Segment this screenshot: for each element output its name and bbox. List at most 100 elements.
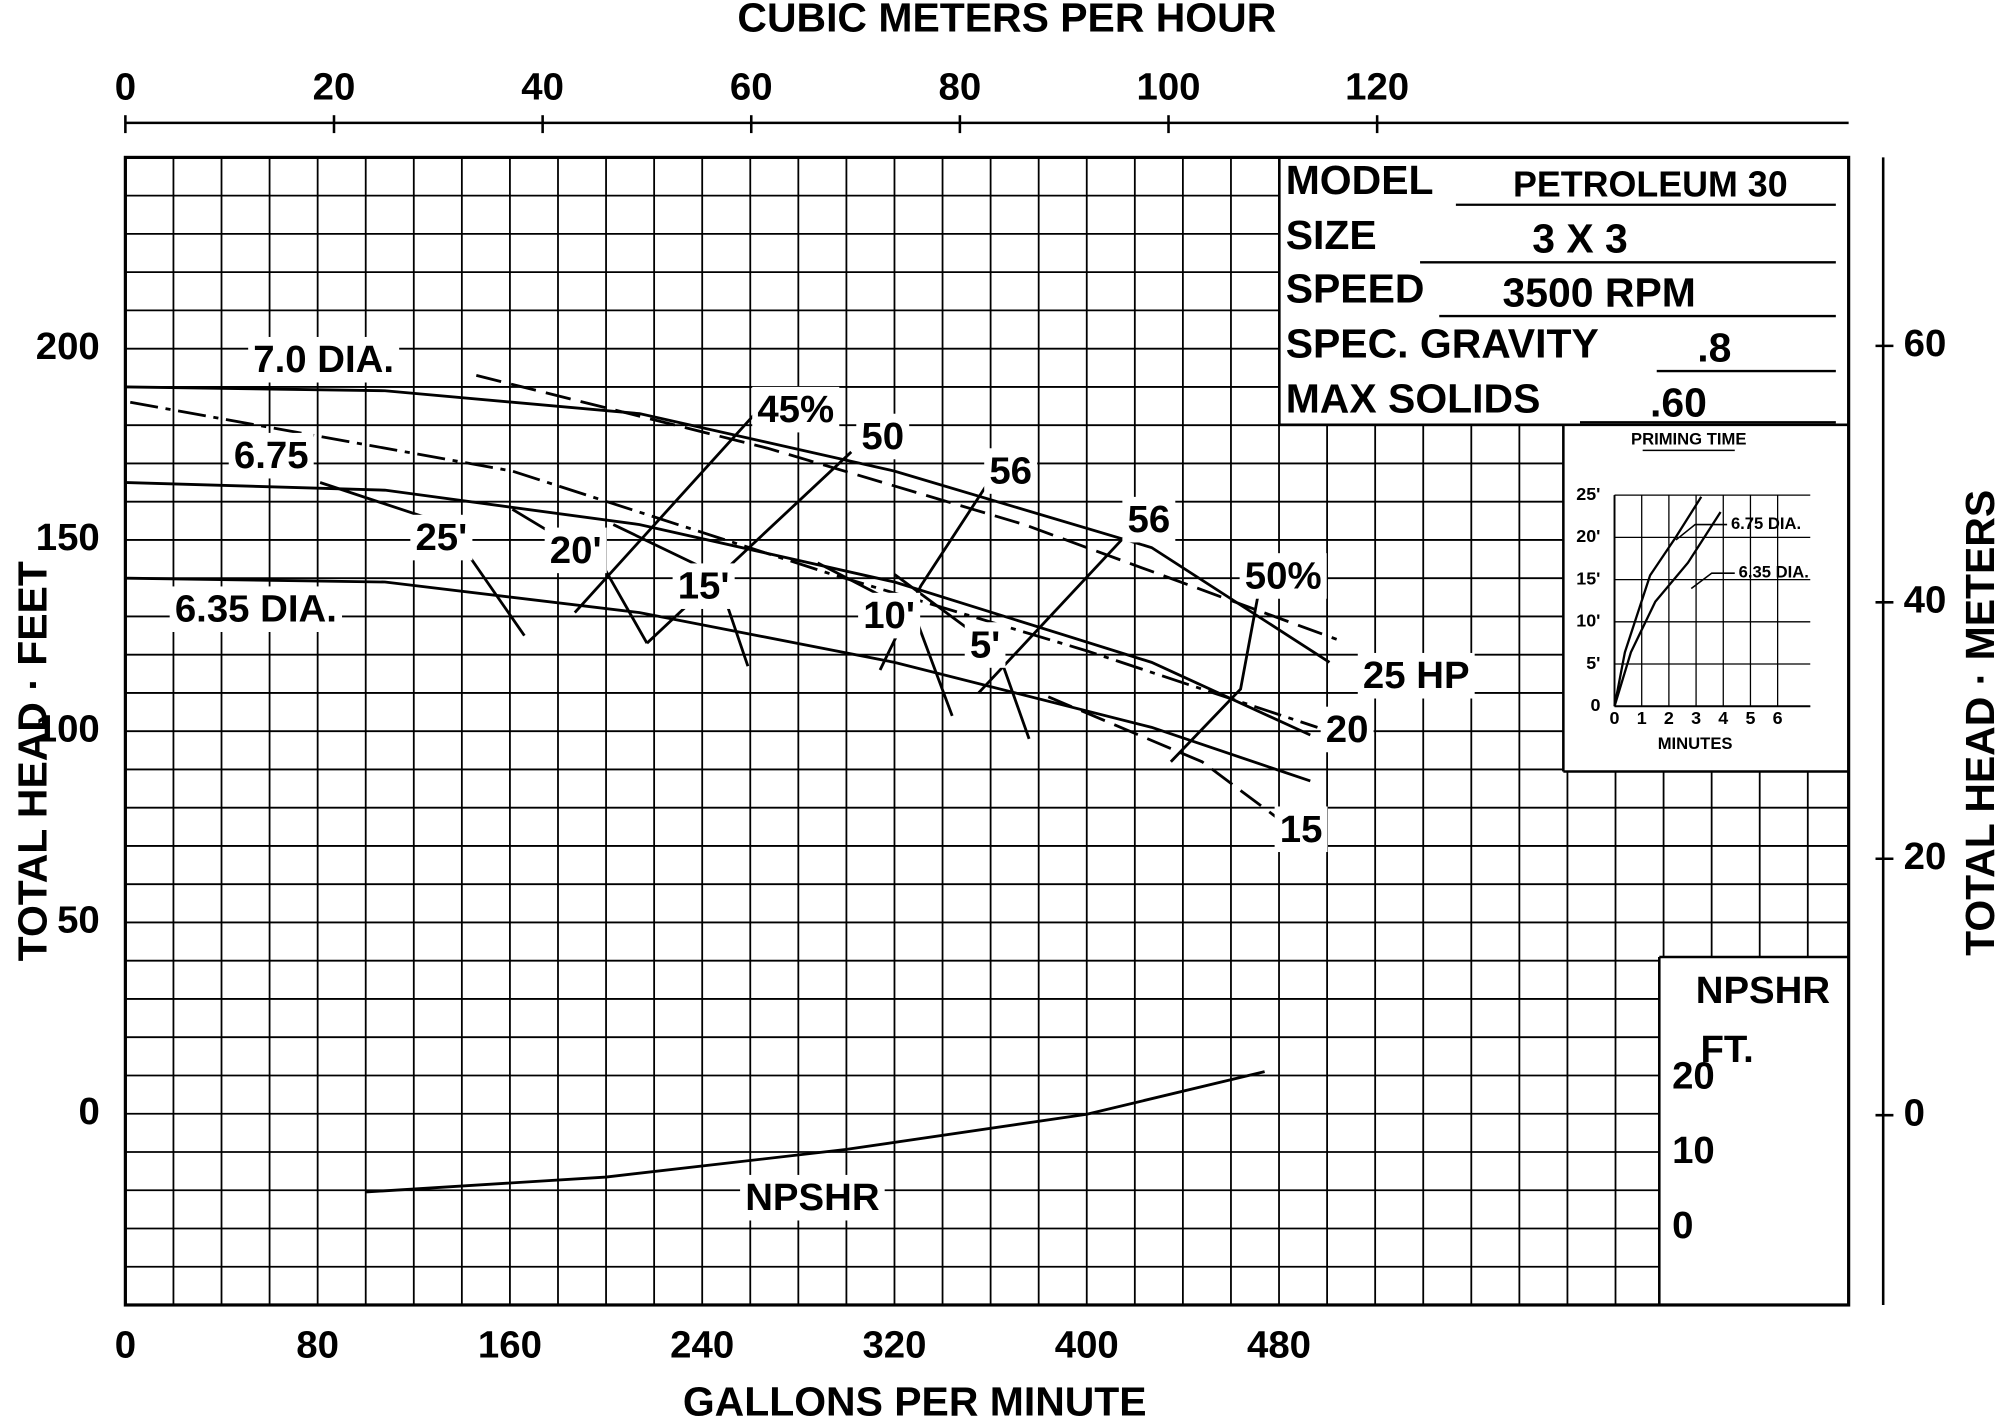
label-background bbox=[752, 386, 840, 433]
spec-label: MODEL bbox=[1286, 157, 1434, 203]
spec-value: PETROLEUM 30 bbox=[1513, 164, 1788, 204]
inset-series-label: 6.35 DIA. bbox=[1739, 563, 1809, 582]
npshr-panel bbox=[1659, 956, 1849, 1305]
spec-label: SIZE bbox=[1286, 212, 1377, 258]
spec-panel bbox=[1279, 157, 1849, 425]
x2-tick-label: 120 bbox=[1345, 66, 1409, 109]
x2-tick-label: 20 bbox=[313, 66, 356, 109]
inset-panel bbox=[1563, 424, 1849, 772]
spec-label: SPEED bbox=[1286, 266, 1425, 312]
inset-y-tick-label: 5' bbox=[1586, 653, 1600, 673]
inset-curve bbox=[1613, 511, 1722, 707]
y-tick-label: 150 bbox=[36, 516, 100, 559]
y-tick-label: 100 bbox=[36, 707, 100, 750]
curve bbox=[365, 1070, 1265, 1194]
spec-value: .8 bbox=[1697, 324, 1731, 370]
curve-label: 20' bbox=[550, 529, 602, 572]
curve bbox=[1047, 695, 1280, 821]
curve-label: 15' bbox=[678, 565, 730, 608]
label-background bbox=[856, 413, 910, 460]
curve-label: 56 bbox=[1128, 498, 1171, 541]
label-background bbox=[984, 448, 1038, 494]
inset-y-tick-label: 15' bbox=[1576, 568, 1600, 588]
inset-title: PRIMING TIME bbox=[1631, 430, 1746, 449]
inset-x-tick-label: 3 bbox=[1691, 708, 1701, 728]
curve bbox=[475, 374, 1338, 641]
curve-label: 50% bbox=[1245, 554, 1322, 597]
inset-series-label: 6.75 DIA. bbox=[1731, 514, 1801, 533]
spec-value: 3 X 3 bbox=[1532, 216, 1628, 262]
y3-tick-label: 20 bbox=[1672, 1054, 1715, 1097]
label-background bbox=[1239, 553, 1327, 599]
x2-axis-title: CUBIC METERS PER HOUR bbox=[737, 0, 1276, 40]
label-background bbox=[672, 563, 735, 609]
curve-label: 15 bbox=[1280, 808, 1323, 851]
inset-x-title: MINUTES bbox=[1658, 734, 1733, 753]
label-background bbox=[169, 586, 343, 632]
x-tick-label: 160 bbox=[478, 1323, 542, 1366]
x2-tick-label: 80 bbox=[939, 66, 982, 109]
y2-tick-label: 40 bbox=[1904, 578, 1947, 621]
x-axis-title: GALLONS PER MINUTE bbox=[683, 1379, 1147, 1424]
curve-label: 50 bbox=[861, 415, 904, 458]
label-background bbox=[740, 1174, 885, 1221]
inset-x-tick-label: 6 bbox=[1773, 708, 1783, 728]
inset-y-tick-label: 25' bbox=[1576, 484, 1600, 504]
inset-x-tick-label: 4 bbox=[1718, 708, 1728, 728]
inset-x-tick-label: 1 bbox=[1637, 708, 1647, 728]
label-background bbox=[858, 592, 921, 639]
label-background bbox=[1122, 496, 1176, 543]
spec-value: .60 bbox=[1650, 379, 1707, 425]
label-background bbox=[228, 432, 314, 479]
label-background bbox=[1357, 652, 1475, 699]
y-tick-label: 0 bbox=[78, 1090, 99, 1133]
x-tick-label: 80 bbox=[296, 1323, 339, 1366]
curve-label: 45% bbox=[757, 388, 834, 431]
inset-x-tick-label: 5 bbox=[1745, 708, 1755, 728]
label-background bbox=[964, 622, 1006, 668]
label-background bbox=[1320, 706, 1374, 753]
curve-label: NPSHR bbox=[745, 1176, 879, 1219]
x2-tick-label: 60 bbox=[730, 66, 773, 109]
inset-x-tick-label: 2 bbox=[1664, 708, 1674, 728]
y3-tick-label: 10 bbox=[1672, 1129, 1715, 1172]
x-tick-label: 240 bbox=[670, 1323, 734, 1366]
x-tick-label: 480 bbox=[1247, 1323, 1311, 1366]
leader-line bbox=[1675, 523, 1728, 541]
x-tick-label: 0 bbox=[115, 1323, 136, 1366]
curve-label: 7.0 DIA. bbox=[253, 338, 394, 381]
label-background bbox=[248, 336, 400, 383]
curve bbox=[125, 385, 1331, 664]
curve bbox=[125, 576, 1311, 783]
curve-label: 6.75 bbox=[234, 434, 309, 477]
curve bbox=[573, 412, 757, 614]
y2-tick-label: 20 bbox=[1904, 835, 1947, 878]
curve-label: 5' bbox=[970, 624, 1000, 667]
label-background bbox=[1274, 806, 1328, 853]
label-background bbox=[544, 527, 607, 574]
curve-label: 6.35 DIA. bbox=[175, 588, 337, 631]
inset-y-tick-label: 20' bbox=[1576, 526, 1600, 546]
leader-line bbox=[1690, 572, 1735, 590]
y3-tick-label: 0 bbox=[1672, 1204, 1693, 1247]
y2-tick-label: 60 bbox=[1904, 322, 1947, 365]
label-background bbox=[410, 514, 473, 561]
y2-axis-title: TOTAL HEAD · METERS bbox=[1957, 490, 2003, 956]
y3-label: NPSHR bbox=[1696, 969, 1830, 1012]
curve-label: 25' bbox=[415, 516, 467, 559]
spec-label: SPEC. GRAVITY bbox=[1286, 321, 1599, 367]
y2-tick-label: 0 bbox=[1904, 1091, 1925, 1134]
inset-y-tick-label: 10' bbox=[1576, 611, 1600, 631]
curve-label: 56 bbox=[989, 450, 1032, 493]
spec-value: 3500 RPM bbox=[1502, 269, 1695, 315]
y3-unit: FT. bbox=[1700, 1028, 1753, 1071]
x-tick-label: 400 bbox=[1055, 1323, 1119, 1366]
x2-tick-label: 40 bbox=[521, 66, 564, 109]
curve bbox=[129, 400, 1318, 729]
curve-label: 20 bbox=[1326, 708, 1369, 751]
inset-x-tick-label: 0 bbox=[1610, 708, 1620, 728]
y-tick-label: 50 bbox=[57, 899, 100, 942]
inset-y-tick-label: 0 bbox=[1590, 695, 1600, 715]
x2-tick-label: 100 bbox=[1136, 66, 1200, 109]
